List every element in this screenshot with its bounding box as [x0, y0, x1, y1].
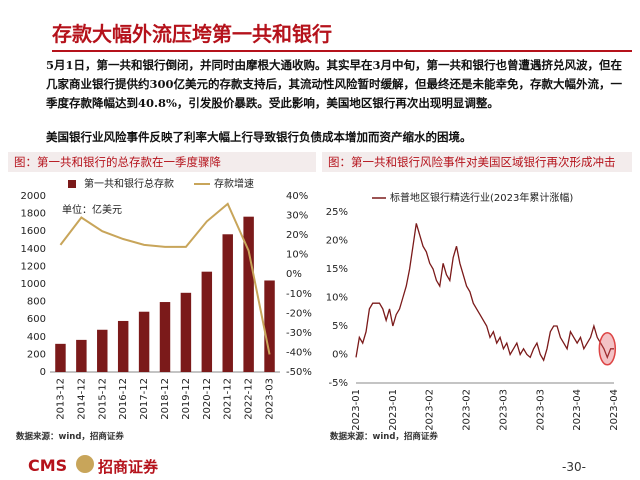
chart-panel: 0 200 400 600 800 1000 1200 1400 1600 1800 2000 -50… [8, 152, 316, 442]
x-tick-label: 2023-03 [265, 378, 276, 420]
bar [138, 311, 150, 372]
bar [97, 329, 108, 372]
y-tick-label: 0 [40, 367, 46, 378]
y-tick-label: 25% [326, 207, 348, 218]
chart-source: 数据来源：wind，招商证券 [16, 432, 124, 442]
title-rule [52, 50, 632, 52]
y2-tick-label: 20% [286, 230, 308, 241]
y-tick-label: 200 [27, 349, 46, 360]
x-tick-label: 2015-12 [97, 378, 108, 420]
y-tick-label: 0% [332, 350, 348, 361]
y-tick-label: 2000 [21, 191, 46, 202]
chart: -5% 0% 5% 10% 15% 20% 25% 2023-01 2023-01 2023-02… [326, 191, 620, 431]
x-tick-label: 2014-12 [76, 378, 87, 420]
y2-tick-label: 0% [286, 269, 302, 280]
y-tick-label: 20% [326, 236, 348, 247]
x-tick-label: 2023-02 [425, 389, 436, 431]
chart-source: 数据来源：wind，招商证券 [330, 432, 438, 442]
y-tick-label: 1400 [21, 244, 46, 255]
y-tick-label: 10% [326, 293, 348, 304]
y2-tick-label: 30% [286, 211, 308, 222]
legend-label: 标普地区银行精选行业(2023年累计涨幅) [390, 191, 573, 204]
line [355, 223, 614, 362]
y-tick-label: 1000 [21, 279, 46, 290]
y-tick-label: 15% [326, 264, 348, 275]
x-tick-label: 2023-02 [462, 389, 473, 431]
legend-swatch [68, 180, 76, 188]
y2-tick-label: -10% [286, 289, 312, 300]
y2-tick-label: 40% [286, 191, 308, 202]
x-tick-label: 2019-12 [181, 378, 192, 420]
y2-tick-label: -50% [286, 367, 312, 378]
y-tick-label: -5% [329, 378, 348, 389]
bar [243, 216, 254, 372]
x-tick-label: 2023-04 [609, 389, 620, 431]
y-tick-label: 600 [27, 314, 46, 325]
x-tick-label: 2013-12 [55, 378, 66, 420]
x-tick-label: 2018-12 [160, 378, 171, 420]
legend-label: 第一共和银行总存款 [84, 177, 174, 190]
paragraph: 美国银行业风险事件反映了利率大幅上行导致银行负债成本增加而资产缩水的困境。 [46, 130, 472, 144]
x-tick-label: 2023-01 [388, 389, 399, 431]
bar [222, 234, 233, 372]
x-tick-label: 2023-04 [572, 389, 583, 431]
y-tick-label: 800 [27, 297, 46, 308]
y-tick-label: 400 [27, 332, 46, 343]
y2-tick-label: -20% [286, 308, 312, 319]
y-tick-label: 5% [332, 321, 348, 332]
company-name: 招商证券 [98, 458, 159, 476]
y2-tick-label: -40% [286, 347, 312, 358]
chart-title: 图：第一共和银行的总存款在一季度骤降 [8, 152, 316, 172]
x-tick-label: 2022-12 [244, 378, 255, 420]
bar [264, 280, 275, 372]
chart-title: 图：第一共和银行风险事件对美国区域银行再次形成冲击 [322, 152, 632, 172]
y-tick-label: 1200 [21, 261, 46, 272]
bar [117, 320, 129, 372]
bar [201, 271, 213, 372]
x-tick-label: 2021-12 [223, 378, 234, 420]
bar [76, 339, 87, 372]
bar [180, 292, 192, 372]
annotation: 单位：亿美元 [62, 203, 122, 216]
legend-label: 存款增速 [214, 177, 254, 190]
logo-text: CMS [28, 456, 68, 475]
footer: CMS 招商证券 -30- [0, 452, 640, 480]
logo-icon [76, 455, 94, 473]
x-tick-label: 2016-12 [118, 378, 129, 420]
x-tick-label: 2020-12 [202, 378, 213, 420]
bar [159, 302, 171, 372]
y-tick-label: 1600 [21, 226, 46, 237]
x-tick-label: 2023-01 [351, 389, 362, 431]
y-tick-label: 1800 [21, 209, 46, 220]
slide-title: 存款大幅外流压垮第一共和银行 [52, 22, 332, 46]
y2-tick-label: -30% [286, 328, 312, 339]
chart-panel: -5% 0% 5% 10% 15% 20% 25% 2023-01 2023-01 2023-02… [322, 152, 632, 442]
highlight [598, 332, 617, 366]
x-tick-label: 2017-12 [139, 378, 150, 420]
page-number: -30- [562, 460, 586, 474]
x-tick-label: 2023-03 [535, 389, 546, 431]
line [59, 202, 271, 355]
bar [55, 343, 66, 372]
y2-tick-label: 10% [286, 250, 308, 261]
chart: 0 200 400 600 800 1000 1200 1400 1600 1800 2000 -50… [21, 177, 312, 420]
x-tick-label: 2023-03 [498, 389, 509, 431]
paragraph: 5月1日，第一共和银行倒闭，并同时由摩根大通收购。其实早在3月中旬，第一共和银行… [46, 58, 622, 110]
